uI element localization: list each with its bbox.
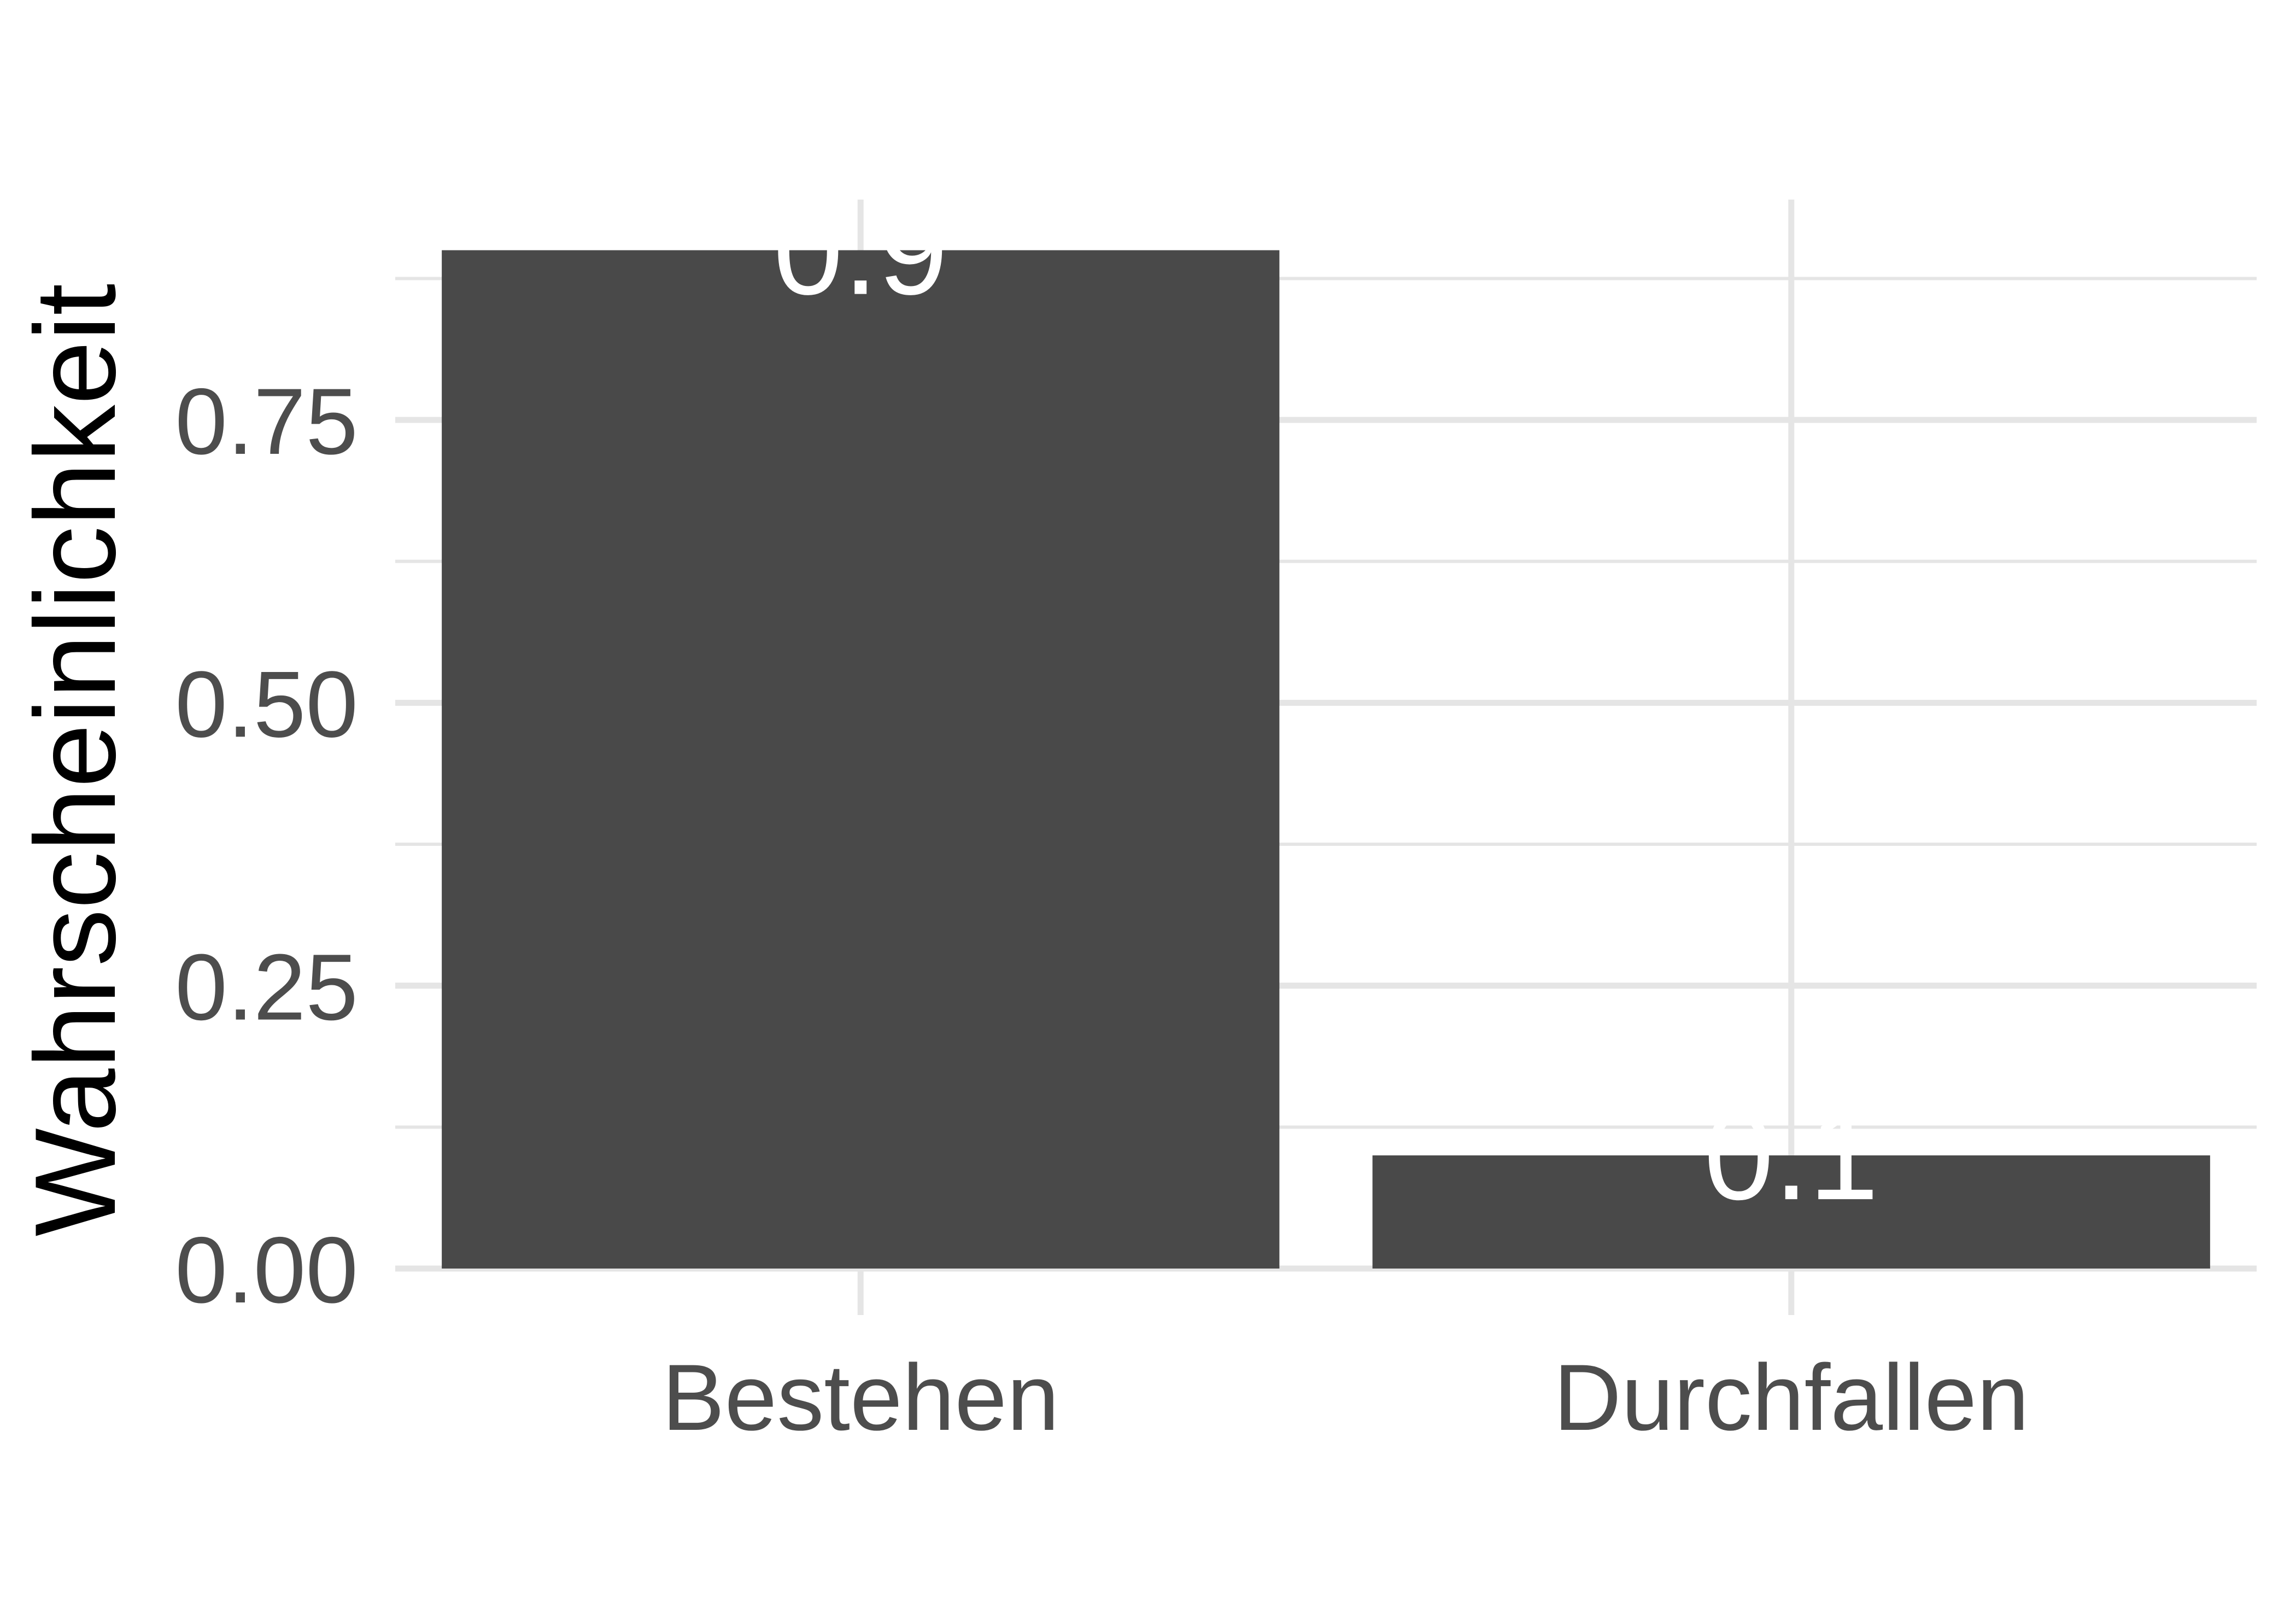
- y-tick-label: 0.25: [175, 935, 358, 1040]
- x-tick-label: Bestehen: [662, 1345, 1059, 1450]
- y-axis-title: Wahrscheinlichkeit: [11, 284, 139, 1237]
- bar-bestehen: [442, 250, 1280, 1269]
- y-tick-label: 0.75: [175, 369, 358, 474]
- x-tick-label: Durchfallen: [1554, 1345, 2029, 1450]
- data-label-durchfallen: 0.1: [1704, 1085, 1879, 1226]
- data-labels: 0.9 0.1: [773, 180, 1878, 1226]
- data-label-bestehen: 0.9: [773, 180, 948, 321]
- bars: [442, 250, 2210, 1269]
- y-tick-label: 0.50: [175, 652, 358, 757]
- bar-durchfallen: [1372, 1155, 2210, 1269]
- y-axis-ticks: 0.00 0.25 0.50 0.75: [175, 369, 358, 1323]
- y-tick-label: 0.00: [175, 1218, 358, 1323]
- x-axis-ticks: Bestehen Durchfallen: [662, 1345, 2029, 1450]
